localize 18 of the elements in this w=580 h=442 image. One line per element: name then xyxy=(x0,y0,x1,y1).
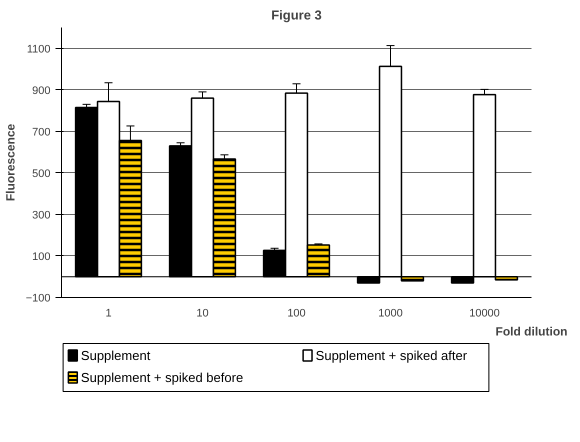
legend-label: Supplement + spiked after xyxy=(316,348,468,363)
x-tick-label: 1000 xyxy=(378,308,403,320)
x-tick-label: 1 xyxy=(105,308,112,320)
y-tick-label: 700 xyxy=(32,126,51,138)
x-tick-label: 10000 xyxy=(469,308,500,320)
y-tick-label: −100 xyxy=(26,292,51,304)
y-tick-label: 500 xyxy=(32,168,51,180)
chart-title: Figure 3 xyxy=(271,8,322,22)
y-tick-label: 100 xyxy=(32,250,51,263)
x-tick-label: 10 xyxy=(196,308,209,320)
x-tick-label: 100 xyxy=(287,308,306,320)
legend-label: Supplement + spiked before xyxy=(80,370,244,385)
y-tick-label: 1100 xyxy=(26,43,50,56)
y-axis-title: Fluorescence xyxy=(4,123,18,202)
x-axis-title: Fold dilution xyxy=(496,324,568,338)
y-tick-label: 900 xyxy=(32,84,51,97)
y-tick-label: 300 xyxy=(32,209,51,222)
legend-label: Supplement xyxy=(80,348,151,363)
